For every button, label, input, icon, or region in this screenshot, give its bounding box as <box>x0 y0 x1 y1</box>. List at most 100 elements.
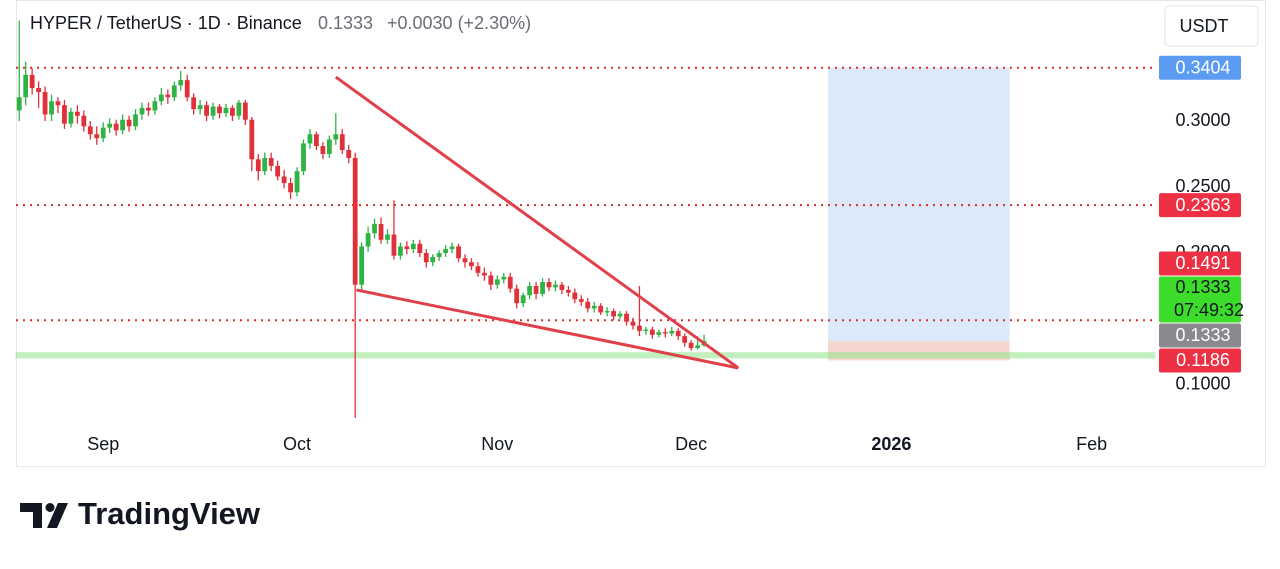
brand-logo: TradingView <box>20 496 261 531</box>
candle-body <box>23 74 29 98</box>
candle-body <box>68 111 74 124</box>
x-tick-label: 2026 <box>871 434 911 454</box>
candle-body <box>436 253 442 257</box>
candle-body <box>462 258 468 263</box>
candle-body <box>591 305 597 309</box>
target-zone <box>828 67 1010 342</box>
price-tag-label: 0.1333 <box>1175 277 1230 297</box>
candle-body <box>578 299 584 302</box>
candle-body <box>320 146 326 155</box>
candle-body <box>49 101 54 115</box>
candle-body <box>682 336 688 343</box>
candle-body <box>572 292 578 300</box>
candle-body <box>223 107 229 114</box>
candle-body <box>695 345 700 349</box>
candle-body <box>288 183 293 193</box>
candle-body <box>346 150 352 158</box>
candle-body <box>120 119 125 131</box>
candle-body <box>423 253 429 263</box>
candle-body <box>430 256 436 263</box>
candle-body <box>81 115 87 127</box>
x-tick-label: Sep <box>87 434 119 454</box>
candle-body <box>514 288 520 304</box>
candle-body <box>488 275 494 285</box>
price-tag <box>1159 323 1241 348</box>
candle-body <box>55 101 61 106</box>
trendline <box>356 288 739 370</box>
countdown-label: 07:49:32 <box>1174 300 1244 320</box>
support-zone <box>15 352 1156 359</box>
y-tick-label: 0.3000 <box>1175 110 1230 130</box>
candle-body <box>398 246 403 256</box>
x-tick-label: Feb <box>1076 434 1107 454</box>
candle-body <box>417 243 423 254</box>
candle-body <box>378 223 384 240</box>
candle-body <box>649 329 655 335</box>
candle-body <box>475 266 481 273</box>
candle-body <box>662 332 668 334</box>
brand-name: TradingView <box>78 496 261 531</box>
candle-body <box>87 126 93 135</box>
price-tag <box>1159 55 1241 80</box>
candle-body <box>494 279 500 285</box>
x-tick-label: Nov <box>481 434 513 454</box>
candle-body <box>249 119 255 160</box>
candle-body <box>443 249 449 254</box>
candle-body <box>333 134 339 140</box>
candle-body <box>598 305 604 313</box>
candle-body <box>178 80 184 86</box>
candle-body <box>456 246 461 259</box>
candle-body <box>139 107 145 115</box>
candle-body <box>262 157 268 172</box>
candle-body <box>520 295 526 304</box>
candle-body <box>230 107 235 116</box>
candle-body <box>16 97 22 111</box>
candle-body <box>449 246 455 250</box>
price-tag <box>1159 251 1241 276</box>
candle-body <box>210 106 216 116</box>
candle-body <box>404 246 410 250</box>
candle-body <box>191 97 197 110</box>
x-tick-label: Dec <box>675 434 707 454</box>
candle-body <box>533 286 539 294</box>
price-tag <box>1159 276 1241 323</box>
symbol-title: HYPER / TetherUS · 1D · Binance <box>30 13 302 33</box>
logo-slash <box>47 503 68 528</box>
candle-body <box>294 171 300 193</box>
last-price: 0.1333 <box>318 13 373 33</box>
candle-body <box>553 284 558 288</box>
candle-body <box>604 311 610 313</box>
candle-body <box>507 276 513 289</box>
candle-body <box>326 139 332 155</box>
candle-body <box>481 272 487 276</box>
currency-button[interactable] <box>1164 5 1259 47</box>
candle-body <box>268 157 274 166</box>
candle-body <box>656 332 662 335</box>
y-tick-label: 0.1000 <box>1175 374 1230 394</box>
candle-body <box>359 246 365 285</box>
candle-body <box>643 329 649 331</box>
plot-area <box>15 20 1156 418</box>
candle-body <box>204 105 209 116</box>
candle-body <box>255 159 261 172</box>
candle-body <box>36 88 42 92</box>
candle-body <box>301 143 306 172</box>
candle-body <box>565 289 571 293</box>
candle-body <box>158 94 164 102</box>
candle-body <box>611 311 617 317</box>
candle-body <box>146 107 151 111</box>
candle-body <box>669 330 675 334</box>
candle-body <box>62 105 67 124</box>
candle-body <box>94 134 100 139</box>
price-tag-label: 0.1491 <box>1175 253 1230 273</box>
candle-body <box>107 123 113 128</box>
candle-body <box>339 134 345 151</box>
candle-body <box>42 91 48 115</box>
candle-body <box>365 233 371 247</box>
currency-label[interactable]: USDT <box>1180 16 1229 36</box>
candle-body <box>152 101 158 111</box>
candle-body <box>74 111 80 116</box>
candle-body <box>281 176 287 184</box>
candle-body <box>171 85 177 98</box>
candle-body <box>385 234 390 240</box>
